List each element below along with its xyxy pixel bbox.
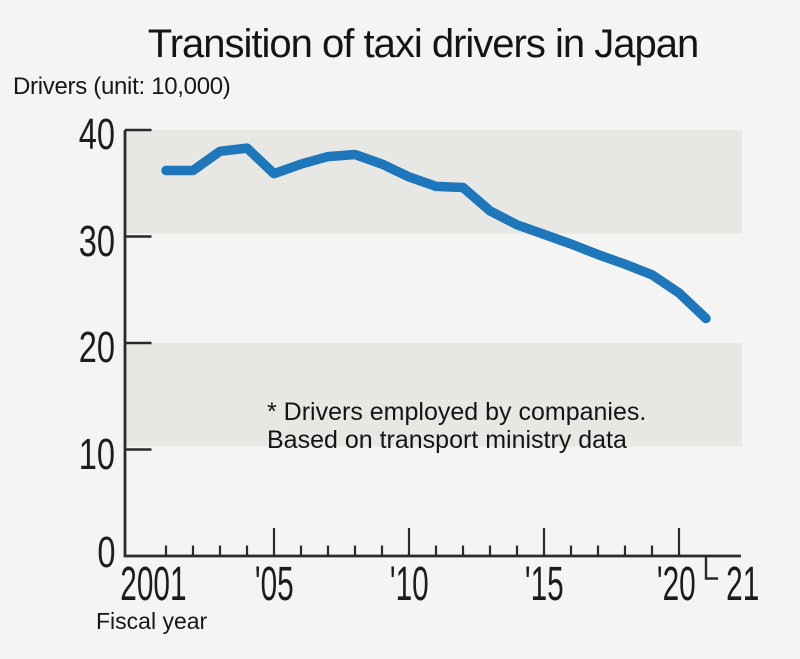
axis-lines [123,130,741,558]
x-tick-label: 21 [673,558,800,611]
x-tick-label-text: '05 [254,558,294,611]
annotation-line-1: * Drivers employed by companies. [267,398,647,426]
x-tick-label-text: '20 [656,558,696,611]
y-tick-label-text: 30 [78,216,115,266]
x-tick-label: '20 [606,558,746,611]
y-tick-label: 0 [20,531,115,575]
y-tick-label: 30 [20,216,115,266]
x-axis-title: Fiscal year [96,608,208,634]
y-tick-label-text: 0 [96,528,115,577]
page-title: Transition of taxi drivers in Japan [147,22,699,66]
x-tick-label-text: '10 [389,558,429,611]
x-tick-label: '10 [339,558,479,611]
chart-annotation: * Drivers employed by companies. Based o… [267,398,646,454]
y-tick-label-text: 10 [78,429,115,479]
y-tick-label: 40 [20,113,115,157]
y-tick-label-text: 40 [78,110,115,159]
y-axis-unit-label: Drivers (unit: 10,000) [13,73,231,100]
x-tick-label-text: 2001 [119,558,187,611]
y-tick-label: 20 [20,326,115,370]
x-tick-label: '15 [474,558,614,611]
x-tick-label: 2001 [83,558,223,611]
data-line-taxi-drivers [161,143,711,324]
y-tick-label: 10 [20,429,115,479]
x-tick-label-text: 21 [726,558,760,611]
x-tick-2021-bracket [704,556,718,580]
y-tick-label-text: 20 [78,323,115,372]
x-tick-label-text: '15 [524,558,564,611]
x-tick-label: '05 [204,558,344,611]
grid-band [125,343,742,447]
annotation-line-2: Based on transport ministry data [267,426,627,454]
